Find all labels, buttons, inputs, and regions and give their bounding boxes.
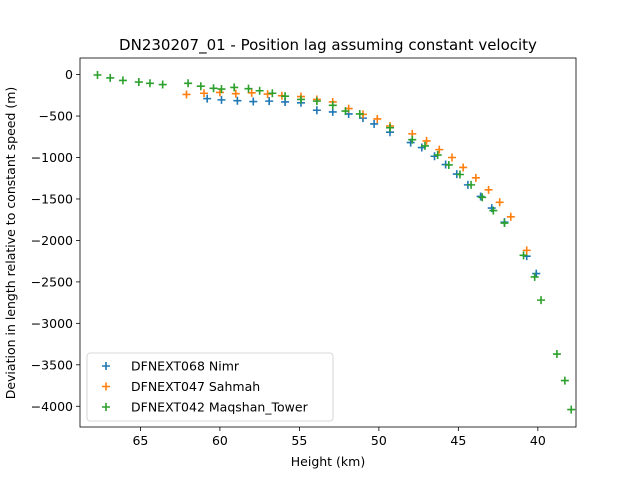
y-tick-label: −500 (39, 109, 73, 124)
plot-marks (93, 70, 576, 414)
data-point (420, 141, 429, 150)
data-point (118, 76, 127, 85)
y-tick-label: −2500 (31, 274, 73, 289)
data-point (408, 135, 417, 144)
data-point (249, 97, 258, 106)
data-point (106, 73, 115, 82)
y-tick-label: −1000 (31, 150, 73, 165)
data-point (459, 163, 468, 172)
data-point (478, 193, 487, 202)
data-point (537, 296, 546, 305)
data-point (519, 251, 528, 260)
data-point (231, 89, 240, 98)
data-point (145, 79, 154, 88)
data-point (386, 123, 394, 132)
data-point (467, 180, 476, 189)
x-tick-label: 50 (371, 433, 387, 448)
data-point (370, 119, 379, 128)
data-point (200, 89, 208, 98)
data-point (217, 95, 226, 104)
data-point (312, 106, 321, 115)
data-point (495, 198, 504, 207)
data-point (373, 114, 382, 123)
x-axis-label: Height (km) (291, 454, 365, 469)
data-point (435, 145, 444, 154)
y-tick-label: −3500 (31, 357, 73, 372)
data-point (184, 79, 193, 88)
y-tick-label: −2000 (31, 233, 73, 248)
data-point (341, 107, 350, 116)
x-tick-label: 45 (450, 433, 466, 448)
legend-label: DFNEXT068 Nimr (131, 359, 240, 374)
data-point (433, 151, 442, 160)
data-point (422, 136, 431, 145)
x-tick-label: 55 (291, 433, 307, 448)
data-point (196, 82, 205, 91)
legend: DFNEXT068 Nimr DFNEXT047 Sahmah DFNEXT042 … (86, 352, 334, 422)
data-point (476, 192, 485, 201)
data-point (217, 85, 226, 94)
legend-marker (102, 382, 110, 391)
legend-marker (102, 362, 110, 370)
x-tick-label: 60 (212, 433, 228, 448)
data-point (506, 212, 515, 221)
data-point (263, 90, 272, 99)
data-point (244, 84, 253, 93)
legend-marker (102, 403, 110, 411)
data-point (230, 83, 239, 92)
y-tick-label: −3000 (31, 316, 73, 331)
data-point (560, 376, 569, 385)
chart-title: DN230207_01 - Position lag assuming cons… (119, 36, 537, 55)
x-tick-label: 65 (132, 433, 148, 448)
data-point (552, 350, 561, 359)
data-point (203, 94, 212, 103)
y-tick-label: −4000 (31, 399, 73, 414)
plot-frame (79, 57, 577, 428)
data-point (567, 405, 576, 414)
data-point (448, 153, 456, 162)
data-point (93, 70, 102, 79)
legend-label: DFNEXT042 Maqshan_Tower (131, 400, 309, 415)
data-point (296, 95, 305, 104)
data-point (328, 101, 337, 110)
data-point (265, 97, 274, 106)
x-tick-label: 40 (530, 433, 546, 448)
data-point (530, 272, 539, 281)
data-point (312, 97, 321, 106)
data-point (484, 185, 493, 194)
data-point (500, 219, 509, 228)
data-point (158, 80, 167, 89)
data-point (247, 88, 256, 97)
data-point (255, 86, 264, 95)
data-point (455, 170, 464, 179)
data-point (233, 96, 242, 105)
legend-label: DFNEXT047 Sahmah (131, 379, 260, 394)
data-point (182, 90, 191, 99)
plot-axes: 65 60 55 50 45 40 0 −500 −1000 −1500 −2000 −2500 −30… (31, 57, 577, 448)
y-axis-label: Deviation in length relative to constant… (3, 87, 18, 400)
data-point (281, 92, 290, 101)
legend-box (86, 352, 334, 422)
data-point (134, 78, 143, 87)
data-point (209, 84, 218, 93)
y-tick-label: 0 (65, 67, 73, 82)
data-point (522, 246, 531, 255)
series-3 (93, 70, 576, 414)
data-point (268, 89, 277, 98)
data-point (471, 173, 480, 182)
data-point (444, 160, 453, 169)
data-point (355, 109, 364, 118)
y-tick-label: −1500 (31, 191, 73, 206)
data-point (489, 206, 498, 215)
